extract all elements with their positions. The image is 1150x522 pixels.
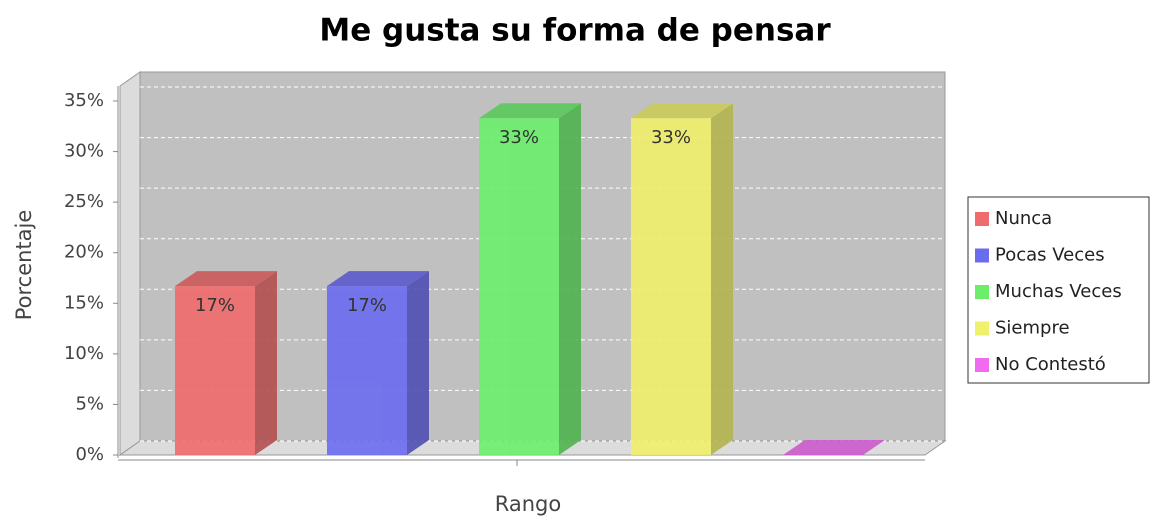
bar-front bbox=[631, 118, 711, 456]
bar-top bbox=[479, 103, 581, 119]
bar-side-shade bbox=[407, 271, 429, 455]
legend-label: Muchas Veces bbox=[995, 281, 1122, 302]
y-tick-label: 0% bbox=[75, 444, 104, 465]
y-axis-label: Porcentaje bbox=[12, 210, 36, 321]
bar-top-shade bbox=[327, 271, 429, 287]
legend-label: No Contestó bbox=[995, 354, 1106, 375]
data-label: 17% bbox=[195, 295, 235, 316]
bar bbox=[631, 103, 733, 456]
legend-swatch bbox=[975, 358, 989, 372]
chart-title: Me gusta su forma de pensar bbox=[319, 13, 831, 49]
legend-label: Pocas Veces bbox=[995, 245, 1105, 266]
legend-swatch bbox=[975, 248, 989, 263]
data-label: 17% bbox=[347, 295, 387, 316]
bar-side bbox=[407, 271, 429, 455]
bar-top bbox=[783, 440, 885, 455]
bar-top-shade bbox=[783, 440, 885, 455]
bar-side-shade bbox=[255, 271, 277, 455]
y-tick-label: 10% bbox=[64, 343, 104, 364]
bar-top bbox=[327, 271, 429, 287]
y-tick-label: 35% bbox=[64, 90, 104, 111]
y-tick-label: 25% bbox=[64, 191, 104, 212]
bar-top-shade bbox=[175, 271, 277, 287]
bar bbox=[783, 440, 885, 455]
legend-swatch bbox=[975, 321, 989, 336]
bar-top-shade bbox=[631, 103, 733, 119]
y-tick-label: 20% bbox=[64, 242, 104, 263]
bar-top bbox=[631, 103, 733, 119]
legend-label: Siempre bbox=[995, 318, 1070, 339]
bar-top-shade bbox=[479, 103, 581, 119]
bar-front bbox=[479, 118, 559, 456]
bar-side bbox=[559, 103, 581, 456]
bar-side bbox=[255, 271, 277, 455]
y-tick-label: 5% bbox=[75, 393, 104, 414]
legend bbox=[967, 196, 1150, 384]
y-tick-label: 30% bbox=[64, 141, 104, 162]
legend-label: Nunca bbox=[995, 208, 1052, 229]
y-tick-label: 15% bbox=[64, 292, 104, 313]
bar-top bbox=[175, 271, 277, 287]
bar-front bbox=[175, 286, 255, 455]
data-label: 33% bbox=[499, 127, 539, 148]
bar bbox=[327, 271, 429, 455]
left-wall bbox=[119, 71, 141, 456]
bar-side-shade bbox=[711, 103, 733, 456]
legend-swatch bbox=[975, 212, 989, 226]
legend-swatch bbox=[975, 285, 989, 299]
bar bbox=[479, 103, 581, 456]
bar-side-shade bbox=[559, 103, 581, 456]
bar bbox=[175, 271, 277, 455]
bar-front bbox=[327, 286, 407, 455]
x-axis-label: Rango bbox=[495, 492, 562, 516]
bar-side bbox=[711, 103, 733, 456]
data-label: 33% bbox=[651, 127, 691, 148]
